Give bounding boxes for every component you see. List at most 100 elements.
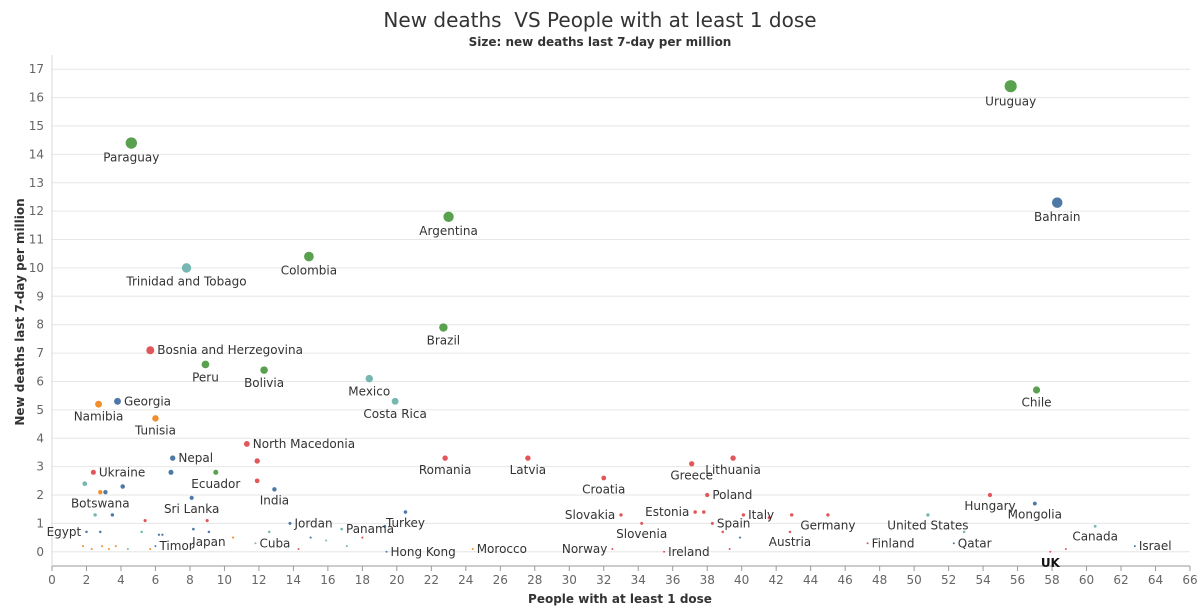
data-point: [741, 513, 746, 517]
point-label: Panama: [346, 522, 394, 536]
data-point: [689, 461, 695, 467]
y-tick-label: 4: [36, 431, 44, 445]
x-tick-label: 66: [1182, 573, 1197, 587]
chart-subtitle: Size: new deaths last 7-day per million: [468, 35, 732, 49]
x-tick-label: 52: [941, 573, 956, 587]
x-tick-label: 44: [803, 573, 818, 587]
data-point: [189, 495, 194, 500]
y-tick-label: 8: [36, 318, 44, 332]
data-point: [710, 521, 714, 525]
point-label: Brazil: [427, 334, 461, 348]
data-point: [1032, 386, 1041, 394]
point-label: Greece: [670, 468, 713, 482]
data-point: [1004, 80, 1017, 93]
data-point: [152, 415, 159, 422]
x-tick-label: 16: [320, 573, 335, 587]
data-point: [304, 251, 314, 262]
y-tick-label: 13: [29, 176, 44, 190]
point-label: Colombia: [281, 263, 337, 277]
point-label: Bolivia: [244, 376, 284, 390]
data-point: [1032, 501, 1037, 506]
point-label: Paraguay: [103, 151, 159, 165]
data-point: [663, 550, 666, 553]
x-tick-label: 28: [527, 573, 542, 587]
point-label: Croatia: [582, 482, 625, 496]
data-point: [789, 513, 794, 517]
data-point: [140, 530, 143, 534]
point-label: Ireland: [668, 545, 710, 559]
data-point: [205, 519, 209, 523]
x-tick-label: 10: [217, 573, 232, 587]
x-tick-label: 12: [251, 573, 266, 587]
point-label: Tunisia: [134, 424, 176, 438]
x-tick-label: 26: [493, 573, 508, 587]
data-point: [952, 542, 955, 545]
point-label: Slovenia: [616, 527, 667, 541]
point-label: Canada: [1072, 530, 1118, 544]
data-point: [1049, 550, 1052, 553]
point-label: Trinidad and Tobago: [125, 275, 246, 289]
y-tick-label: 12: [29, 204, 44, 218]
data-point: [866, 542, 869, 545]
data-point: [125, 137, 138, 149]
point-label: Poland: [712, 488, 752, 502]
y-tick-label: 3: [36, 460, 44, 474]
data-point: [143, 519, 147, 523]
point-label: Argentina: [419, 224, 478, 238]
data-point: [361, 536, 364, 539]
point-label: Botswana: [71, 496, 130, 510]
point-label: Cuba: [259, 536, 290, 550]
data-point: [340, 527, 344, 531]
data-point: [767, 516, 771, 520]
point-label: Japan: [191, 535, 225, 549]
x-axis-title: People with at least 1 dose: [528, 592, 712, 606]
data-point: [254, 542, 257, 545]
data-point: [243, 441, 250, 447]
data-point: [730, 455, 736, 461]
data-point: [1064, 547, 1067, 550]
data-point: [325, 539, 328, 542]
point-label: Mexico: [348, 384, 390, 398]
data-point: [114, 397, 121, 405]
x-tick-label: 46: [838, 573, 853, 587]
x-tick-label: 58: [1044, 573, 1059, 587]
data-point: [705, 492, 710, 498]
point-label: North Macedonia: [253, 437, 355, 451]
data-point: [525, 455, 531, 461]
y-tick-label: 17: [29, 62, 44, 76]
data-point: [90, 469, 96, 475]
data-point: [114, 545, 117, 548]
point-labels: Uruguay Paraguay Bahrain Argentina Colombia T…: [47, 94, 1172, 570]
y-tick-label: 2: [36, 488, 44, 502]
data-point: [168, 469, 174, 475]
point-label: Latvia: [510, 463, 547, 477]
point-label: Chile: [1022, 396, 1052, 410]
data-point: [82, 545, 85, 548]
y-tick-label: 7: [36, 346, 44, 360]
data-point: [149, 547, 152, 550]
data-point: [1051, 197, 1063, 208]
x-tick-label: 4: [117, 573, 125, 587]
data-point: [788, 530, 792, 534]
x-tick-label: 24: [458, 573, 473, 587]
data-point: [154, 545, 157, 548]
y-axis-title: New deaths last 7-day per million: [13, 198, 27, 425]
point-label: Hungary: [964, 499, 1015, 513]
chart-title: New deaths VS People with at least 1 dos…: [383, 8, 817, 32]
point-label: Bosnia and Herzegovina: [157, 343, 303, 357]
point-label: Israel: [1139, 539, 1172, 553]
data-point: [297, 547, 300, 550]
point-label: Nepal: [178, 451, 213, 465]
data-point: [601, 475, 607, 481]
points: [82, 80, 1136, 553]
y-tick-label: 6: [36, 374, 44, 388]
data-point: [213, 469, 219, 475]
point-label: Estonia: [645, 505, 689, 519]
data-point: [442, 455, 448, 461]
data-point: [90, 547, 93, 550]
point-label: Spain: [717, 516, 751, 530]
point-label: Jordan: [293, 516, 332, 530]
x-tick-label: 32: [596, 573, 611, 587]
